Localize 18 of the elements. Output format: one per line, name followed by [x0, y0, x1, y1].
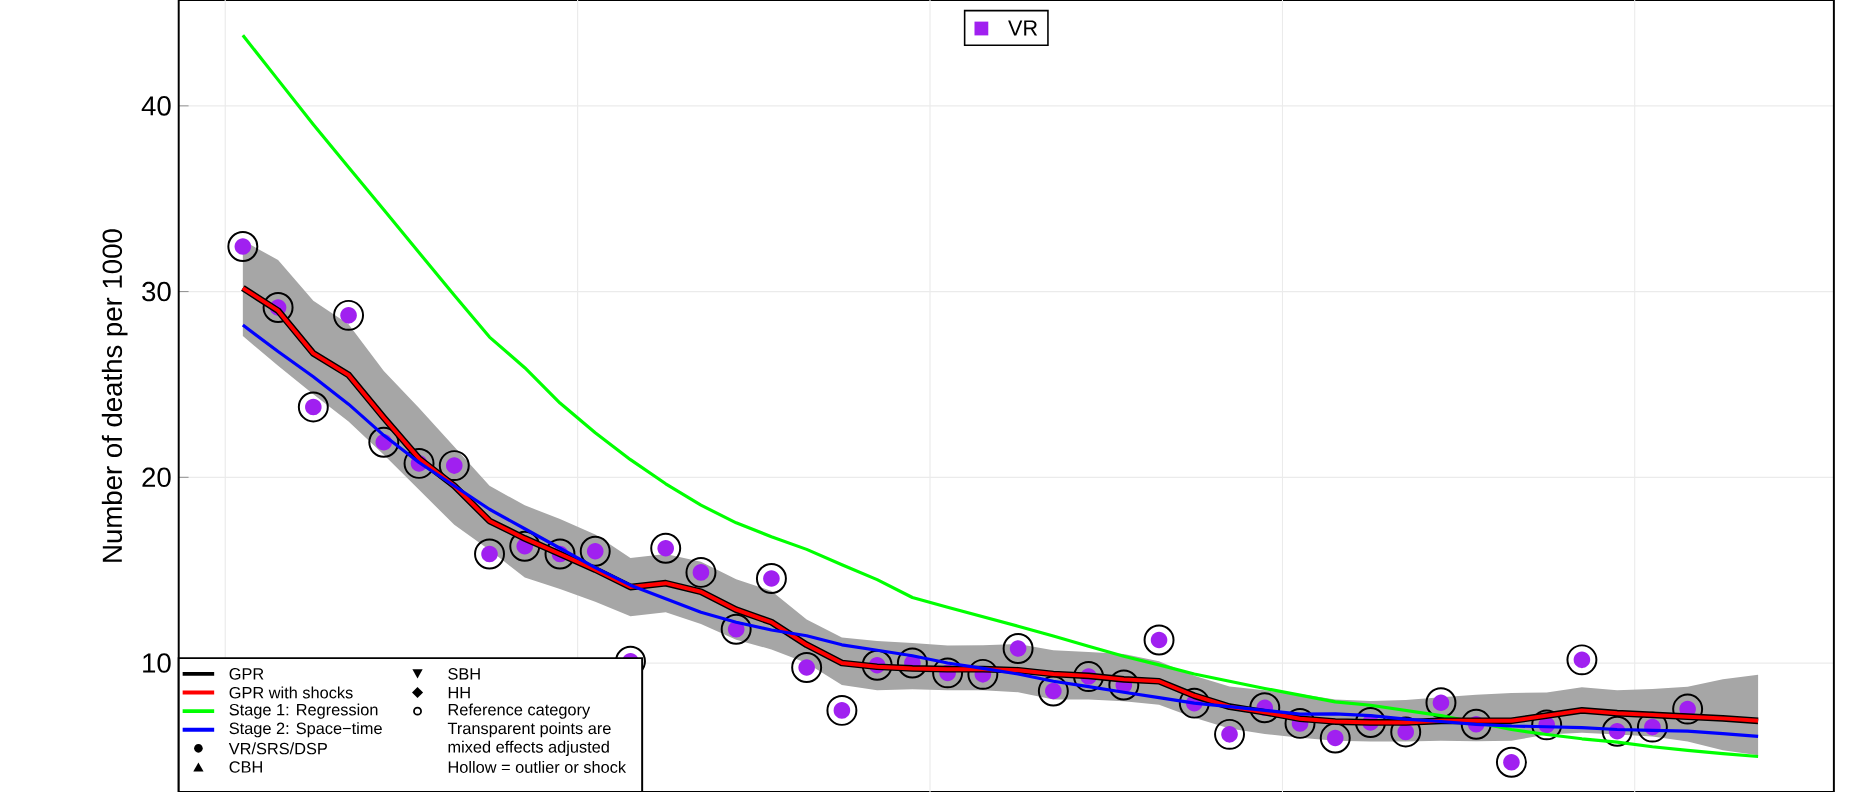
y-tick-label: 40	[141, 96, 171, 116]
annotation: Reference category	[448, 703, 591, 719]
y-axis-title: Number of deaths per 1000	[101, 229, 128, 562]
legend-label: VR	[1008, 20, 1038, 36]
legend-label: Stage 1: Regression	[229, 703, 378, 719]
legend-label: Stage 2: Space−time	[229, 722, 382, 738]
legend-label: GPR	[229, 668, 264, 680]
annotation: CBH	[229, 761, 262, 773]
annotation: mixed effects adjusted	[448, 740, 609, 756]
annotation: SBH	[448, 668, 480, 680]
annotation: VR/SRS/DSP	[228, 742, 327, 755]
y-tick-label: 10	[143, 653, 171, 673]
y-tick-label: 20	[142, 467, 171, 488]
annotation: Hollow = outlier or shock	[448, 760, 627, 773]
annotation: Transparent points are	[447, 722, 611, 738]
annotation: HH	[448, 686, 470, 699]
legend-label: GPR with shocks	[229, 686, 353, 699]
y-tick-label: 30	[142, 281, 171, 302]
